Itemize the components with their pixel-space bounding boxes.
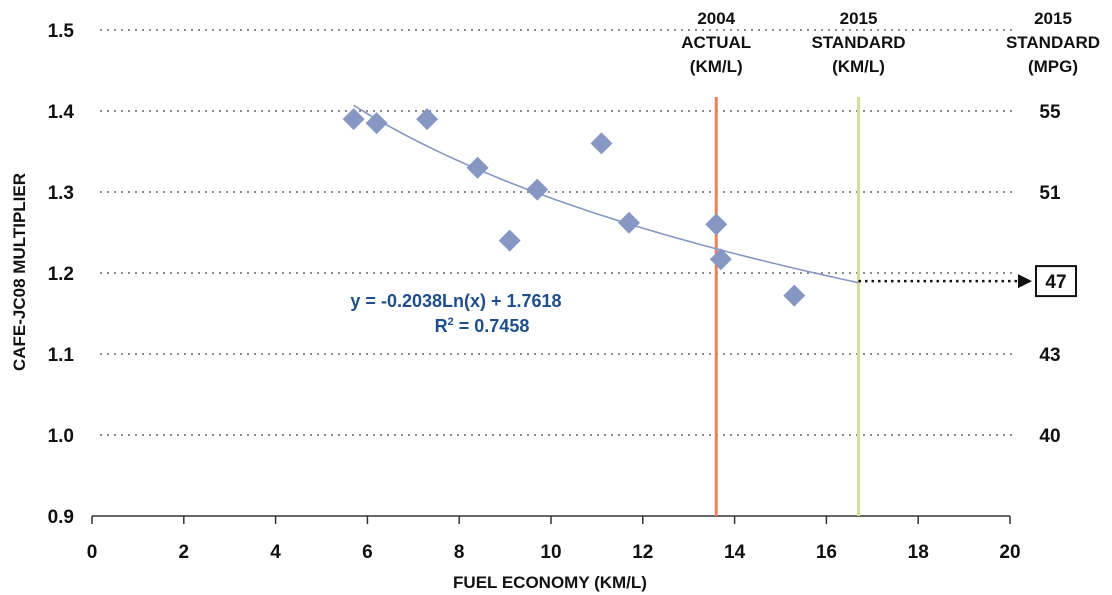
trendline-layer <box>353 104 859 284</box>
data-points <box>342 108 806 307</box>
x-tick-label: 14 <box>724 542 746 563</box>
y-tick-label: 1.4 <box>48 102 75 123</box>
x-tick-label: 16 <box>816 542 837 563</box>
data-point-diamond <box>783 284 806 307</box>
data-point-diamond <box>709 248 732 271</box>
mpg-label: 51 <box>1039 183 1061 204</box>
data-point-diamond <box>590 132 613 155</box>
callout-arrow-icon <box>1018 274 1032 289</box>
data-point-diamond <box>526 178 549 201</box>
gridlines <box>100 29 1012 436</box>
chart-labels: 0.9 1.0 1.1 1.2 1.3 1.4 1.5 0 2 4 6 8 10 12 14 16 18 20 20… <box>48 9 1100 563</box>
x-tick-label: 4 <box>270 542 281 563</box>
r-squared-label: R2 = 0.7458 <box>435 316 530 336</box>
y-tick-label: 1.1 <box>48 345 75 366</box>
y-tick-label: 1.3 <box>48 183 74 204</box>
reference-line-label: 2004 <box>697 9 735 28</box>
data-point-diamond <box>365 112 388 135</box>
y-tick-label: 1.5 <box>48 21 75 42</box>
x-tick-label: 18 <box>908 542 929 563</box>
data-point-diamond <box>342 108 365 131</box>
r-squared-prefix: R <box>435 316 448 336</box>
right-axis-header: (MPG) <box>1028 57 1078 76</box>
data-point-diamond <box>466 156 489 179</box>
reference-line-label: (KM/L) <box>690 57 743 76</box>
y-axis-title: CAFE-JC08 MULTIPLIER <box>10 173 29 371</box>
data-point-diamond <box>618 211 641 234</box>
highlight-mpg-label: 47 <box>1045 272 1066 293</box>
axes <box>91 515 1011 524</box>
r-squared-value: = 0.7458 <box>454 316 530 336</box>
data-point-diamond <box>705 213 728 236</box>
mpg-label: 43 <box>1039 345 1060 366</box>
mpg-label: 40 <box>1039 426 1060 447</box>
r-squared-superscript: 2 <box>448 316 454 328</box>
reference-lines <box>714 97 861 516</box>
x-tick-label: 2 <box>179 542 190 563</box>
y-tick-label: 1.2 <box>48 264 74 285</box>
reference-line-label: ACTUAL <box>681 33 751 52</box>
trendline <box>353 104 859 284</box>
x-tick-label: 8 <box>454 542 465 563</box>
x-tick-label: 12 <box>632 542 653 563</box>
mpg-label: 55 <box>1039 102 1061 123</box>
highlight-box <box>1035 265 1077 298</box>
right-axis-header: STANDARD <box>1006 33 1100 52</box>
y-tick-label: 0.9 <box>48 507 74 528</box>
reference-line-label: STANDARD <box>811 33 905 52</box>
x-axis-title: FUEL ECONOMY (KM/L) <box>453 573 647 592</box>
reference-line-label: (KM/L) <box>832 57 885 76</box>
right-axis-header: 2015 <box>1034 9 1072 28</box>
trendline-equation: y = -0.2038Ln(x) + 1.7618 <box>350 291 561 311</box>
x-tick-label: 10 <box>540 542 561 563</box>
reference-line-label: 2015 <box>840 9 878 28</box>
data-point-diamond <box>498 229 521 252</box>
x-tick-label: 6 <box>362 542 373 563</box>
x-tick-label: 20 <box>999 542 1020 563</box>
data-point-diamond <box>416 108 439 131</box>
x-tick-label: 0 <box>87 542 98 563</box>
y-tick-label: 1.0 <box>48 426 74 447</box>
